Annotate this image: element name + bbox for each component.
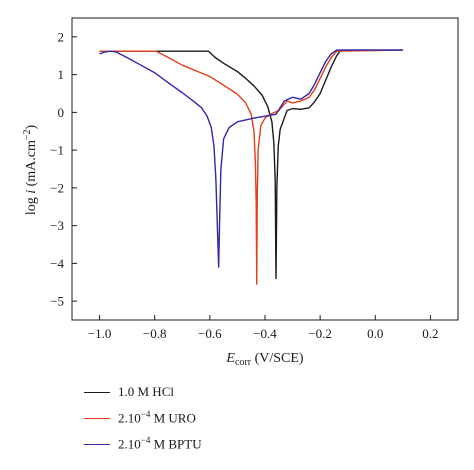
- series-line-hcl: [99, 49, 403, 280]
- x-axis-title: Ecorr (V/SCE): [225, 351, 304, 368]
- legend-item-uro: 2.10−4 M URO: [84, 408, 202, 428]
- y-tick-label: −2: [50, 180, 64, 195]
- y-axis-title: log i (mA.cm−2): [22, 124, 39, 215]
- legend: 1.0 M HCl 2.10−4 M URO 2.10−4 M BPTU: [84, 382, 202, 460]
- plot-frame: [71, 17, 459, 321]
- y-tick-label: −4: [50, 256, 64, 271]
- y-tick-label: −1: [50, 143, 64, 158]
- legend-item-bptu: 2.10−4 M BPTU: [84, 434, 202, 454]
- y-tick-label: 2: [58, 29, 65, 44]
- y-axis-title-unit: (mA.cm: [24, 140, 39, 190]
- legend-swatch-bptu: [84, 443, 110, 445]
- legend-label-uro: 2.10−4 M URO: [118, 409, 196, 426]
- legend-label-uro-rest: M URO: [150, 410, 196, 426]
- legend-swatch-uro: [84, 417, 110, 419]
- series-line-bptu: [99, 49, 403, 268]
- x-tick-label: −0.8: [143, 326, 167, 341]
- legend-label-bptu: 2.10−4 M BPTU: [118, 435, 202, 452]
- x-tick-label: −1.0: [88, 326, 112, 341]
- series-group: [99, 49, 403, 285]
- x-tick-label: −0.2: [308, 326, 332, 341]
- y-axis-title-pre: log: [24, 194, 39, 215]
- x-axis-title-sub: corr: [235, 357, 252, 368]
- y-tick-label: −3: [50, 218, 64, 233]
- legend-label-bptu-rest: M BPTU: [150, 436, 202, 452]
- x-tick-label: 0.2: [422, 326, 438, 341]
- legend-label-uro-sup: −4: [140, 409, 151, 420]
- y-axis-title-sup: −2: [22, 129, 33, 140]
- legend-label-hcl: 1.0 M HCl: [118, 384, 174, 399]
- ticks-group: −1.0 −0.8 −0.6 −0.4 −0.2 0.0 0.2 2 1 0 −1 −2 −3 −4 −5: [50, 29, 438, 341]
- legend-label-bptu-sup: −4: [140, 435, 151, 446]
- y-axis-title-post: ): [24, 124, 39, 129]
- x-axis-title-main: E: [225, 351, 235, 366]
- x-tick-label: 0.0: [367, 326, 383, 341]
- x-tick-label: −0.6: [198, 326, 222, 341]
- y-tick-label: −5: [50, 294, 64, 309]
- y-axis-title-var: i: [24, 190, 39, 194]
- legend-label-bptu-base: 2.10: [118, 436, 141, 452]
- x-tick-label: −0.4: [253, 326, 277, 341]
- series-line-uro: [99, 49, 403, 285]
- legend-swatch-hcl: [84, 391, 110, 393]
- x-axis-title-unit: (V/SCE): [251, 351, 304, 366]
- y-tick-label: 1: [58, 67, 65, 82]
- legend-item-hcl: 1.0 M HCl: [84, 382, 202, 402]
- legend-label-uro-base: 2.10: [118, 410, 141, 426]
- y-tick-label: 0: [58, 105, 65, 120]
